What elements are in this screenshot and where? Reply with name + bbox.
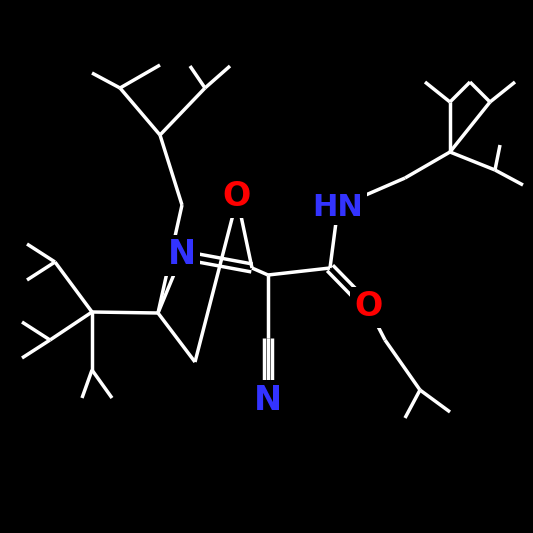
Text: N: N: [168, 238, 196, 271]
Text: O: O: [223, 181, 251, 214]
Text: O: O: [354, 290, 382, 324]
Text: N: N: [254, 384, 282, 416]
Text: HN: HN: [313, 192, 364, 222]
